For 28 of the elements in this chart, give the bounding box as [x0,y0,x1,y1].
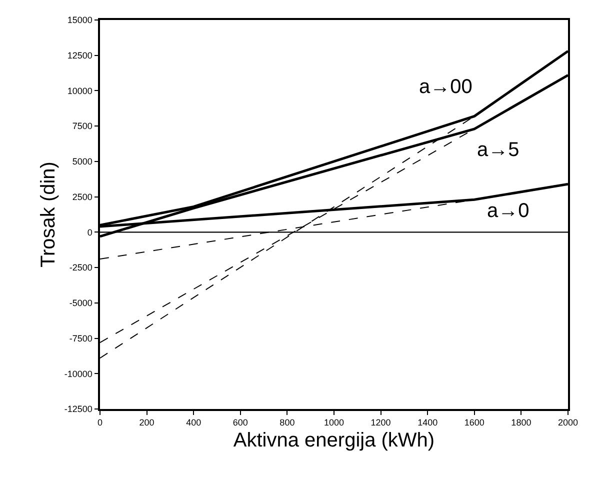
x-tick-label: 2000 [558,418,578,428]
y-tick-label: 12500 [67,50,92,61]
x-tick-label: 200 [139,418,154,428]
y-tick-label: 10000 [67,86,92,96]
x-tick-label: 1200 [370,418,391,428]
y-tick-label: 15000 [67,15,92,26]
x-axis-title: Aktivna energija (kWh) [233,430,435,452]
y-tick-label: 0 [87,227,92,238]
annotation: a→5 [477,139,520,161]
x-tick-label: 1800 [511,418,532,428]
x-tick-label: 1600 [464,418,484,428]
y-axis-title: Trosak (din) [37,162,60,268]
y-tick-label: 2500 [72,192,92,202]
y-tick-label: -7500 [69,333,92,344]
y-tick-label: -5000 [69,298,92,308]
x-tick-label: 1000 [324,418,344,428]
y-tick-label: -12500 [64,404,92,414]
y-tick-label: -10000 [64,368,92,379]
annotation: a→0 [487,200,530,222]
x-tick-label: 600 [232,418,248,428]
x-tick-label: 1400 [418,418,438,428]
x-tick-label: 400 [186,418,202,428]
annotation: a→00 [419,76,472,98]
y-tick-label: 5000 [72,156,92,167]
x-tick-label: 0 [97,418,103,428]
y-tick-label: 7500 [72,121,92,132]
y-tick-label: -2500 [69,262,92,273]
x-tick-label: 800 [280,418,295,428]
